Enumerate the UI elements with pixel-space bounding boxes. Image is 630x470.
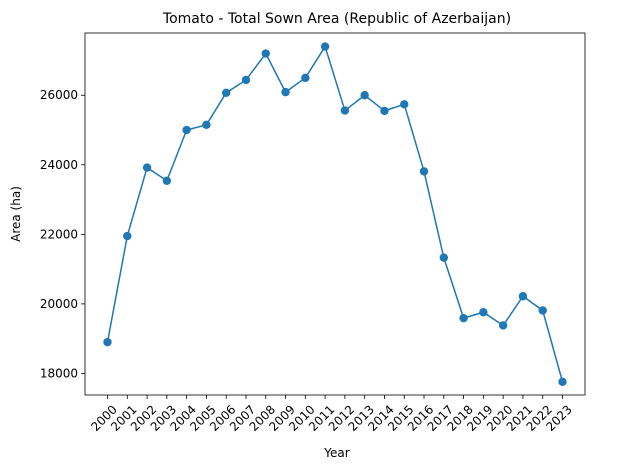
- data-point: [261, 49, 270, 58]
- data-point: [320, 42, 330, 51]
- data-point: [241, 75, 251, 85]
- data-point: [459, 313, 468, 323]
- y-axis-label: Area (ha): [9, 186, 23, 242]
- data-point: [498, 321, 508, 330]
- data-point: [538, 306, 547, 315]
- chart-title: Tomato - Total Sown Area (Republic of Az…: [162, 11, 511, 27]
- y-tick-label: 18000: [40, 366, 78, 380]
- data-point: [202, 120, 211, 130]
- y-tick-label: 24000: [40, 158, 78, 172]
- data-point: [518, 292, 528, 301]
- data-point: [221, 88, 231, 98]
- data-point: [439, 253, 449, 262]
- data-point: [419, 167, 429, 176]
- data-point: [479, 308, 488, 317]
- data-point: [558, 377, 567, 386]
- data-point: [123, 231, 132, 241]
- y-tick-label: 26000: [40, 88, 78, 102]
- data-point: [142, 163, 152, 172]
- x-axis-label: Year: [323, 446, 349, 460]
- y-tick-label: 22000: [40, 227, 78, 241]
- data-point: [360, 91, 369, 100]
- data-point: [103, 337, 112, 347]
- x-axis: 2000200120022003200420052006200720082009…: [88, 395, 575, 434]
- plot-area-frame: [84, 32, 586, 396]
- data-point: [182, 125, 191, 135]
- series-layer: [103, 42, 567, 386]
- data-point: [301, 73, 310, 83]
- y-tick-label: 20000: [40, 297, 78, 311]
- y-axis: 18000 20000 22000 24000 26000: [40, 88, 85, 380]
- data-point: [281, 87, 290, 97]
- data-point: [162, 176, 172, 185]
- data-point: [380, 106, 389, 116]
- data-point: [400, 100, 409, 109]
- data-point: [340, 106, 350, 115]
- series-line: [106, 44, 564, 382]
